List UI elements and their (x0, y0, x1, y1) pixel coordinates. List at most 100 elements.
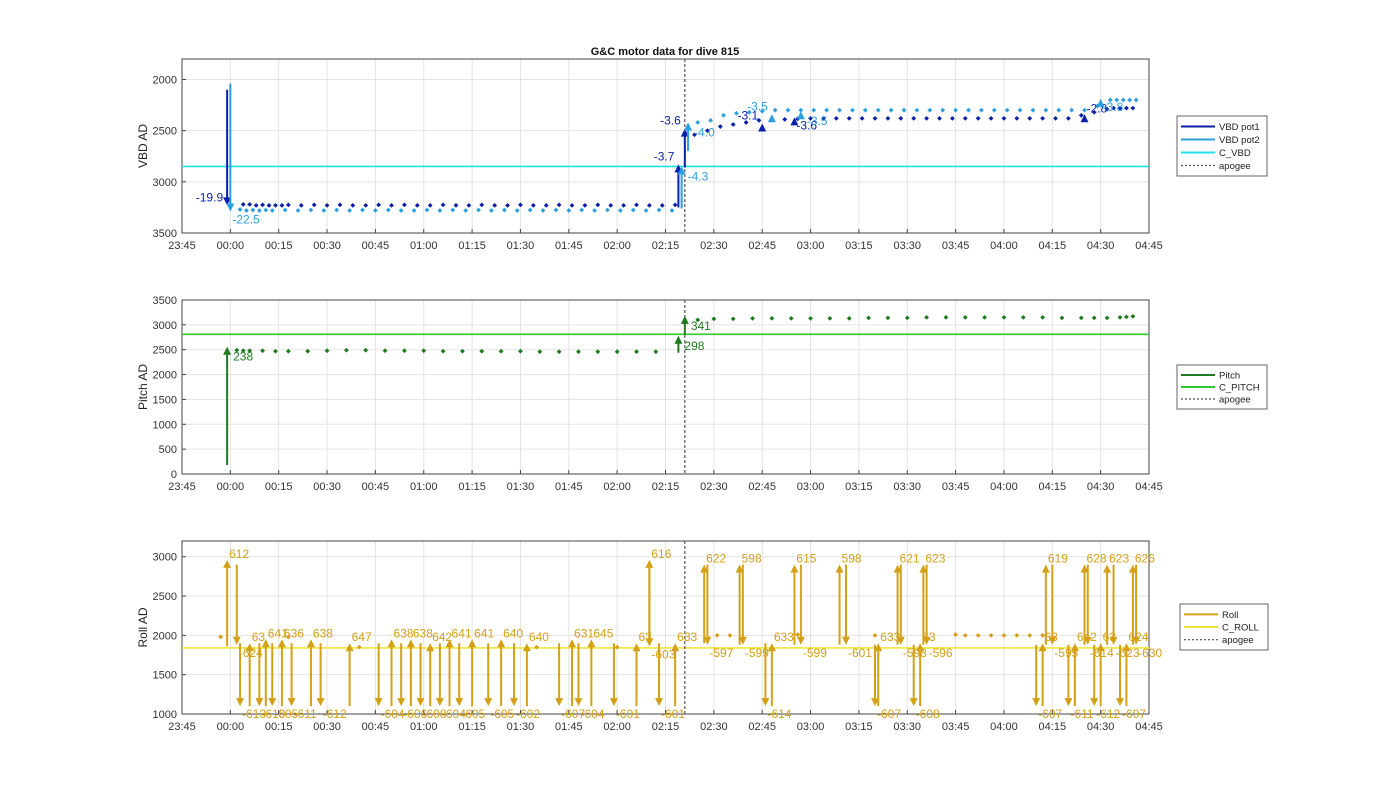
data-point (363, 347, 369, 353)
arrow-label: 641 (268, 626, 288, 640)
x-tick-label: 03:00 (797, 721, 825, 733)
arrow-head (674, 335, 683, 344)
y-tick-label: 0 (171, 469, 177, 481)
data-point (672, 202, 678, 208)
panel-3: 23:45 00:00 00:15 00:30 00:45 01:00 01:15 01:30… (136, 540, 1269, 733)
data-point (460, 348, 465, 354)
data-point (937, 115, 942, 121)
data-point (218, 634, 224, 640)
data-point (285, 634, 291, 640)
arrow-label: -623 (1116, 646, 1140, 660)
axes-box (181, 540, 1150, 715)
data-point (244, 208, 249, 213)
x-tick-label: 00:15 (265, 481, 293, 493)
arrow-label: -4.0 (694, 125, 715, 139)
arrow-label: 626 (1135, 552, 1155, 566)
arrow-head (835, 564, 844, 573)
data-point (450, 207, 456, 213)
x-tick-label: 04:15 (1039, 240, 1067, 252)
arrow-head (1048, 636, 1057, 645)
data-point (962, 632, 968, 638)
data-point (421, 348, 427, 354)
arrow-head (893, 564, 902, 573)
x-tick-label: 02:00 (603, 240, 631, 252)
data-point (656, 207, 662, 213)
data-point (382, 348, 388, 354)
data-point (1001, 632, 1007, 638)
data-point (240, 348, 246, 354)
x-tick-label: 23:45 (168, 721, 196, 733)
data-point (453, 202, 459, 208)
x-tick-label: 01:30 (507, 240, 535, 252)
data-point (427, 202, 433, 208)
x-tick-label: 01:45 (555, 721, 583, 733)
arrow-head (223, 346, 232, 355)
arrow-label: -22.5 (232, 213, 260, 227)
arrow-label: 623 (925, 552, 945, 566)
arrow-head (1080, 564, 1089, 573)
data-point (605, 207, 610, 213)
data-point (746, 109, 752, 115)
data-point (940, 107, 946, 113)
x-tick-label: 02:15 (652, 721, 680, 733)
data-point (279, 202, 285, 208)
data-point (402, 202, 407, 208)
x-tick-label: 02:30 (700, 481, 728, 493)
arrow-head (919, 564, 928, 573)
data-point (263, 207, 269, 213)
x-tick-label: 01:45 (555, 240, 583, 252)
x-tick-label: 03:30 (893, 240, 921, 252)
arrow-head (645, 638, 654, 647)
data-point (311, 202, 317, 208)
data-point (872, 115, 878, 121)
arrow-label: 616 (651, 547, 671, 561)
arrow-label: -630 (1138, 646, 1162, 660)
arrow-head (223, 559, 232, 568)
data-point (1059, 315, 1065, 321)
data-point (692, 132, 697, 138)
arrow-label: 238 (233, 350, 253, 364)
data-point (1020, 315, 1026, 320)
data-point (953, 107, 958, 113)
data-point (714, 632, 720, 638)
data-point (534, 644, 539, 650)
data-point (269, 208, 275, 213)
arrow-label: -611 (1070, 707, 1093, 721)
y-tick-label: 3500 (153, 295, 177, 307)
data-point (1001, 315, 1007, 320)
data-point (1114, 97, 1120, 103)
x-tick-label: 03:15 (845, 721, 873, 733)
data-point (888, 107, 894, 113)
data-point (1056, 107, 1062, 113)
data-point (734, 110, 739, 116)
arrow-head (316, 698, 325, 707)
arrow-head (1128, 564, 1137, 573)
data-point (556, 349, 562, 355)
x-tick-label: 02:45 (748, 240, 776, 252)
data-point (962, 115, 968, 121)
data-point (669, 208, 675, 213)
arrow-head (587, 639, 596, 648)
x-tick-label: 01:00 (410, 240, 438, 252)
arrow-head (1090, 698, 1099, 707)
arrow-head (609, 698, 618, 707)
data-point (237, 207, 243, 212)
arrow-label: -599 (803, 646, 827, 660)
x-tick-label: 00:45 (362, 240, 390, 252)
data-point (614, 349, 620, 355)
data-point (885, 115, 891, 121)
x-tick-label: 00:15 (265, 721, 293, 733)
data-point (695, 120, 701, 125)
arrow-head (796, 111, 805, 120)
data-point (1040, 115, 1046, 121)
data-point (1104, 106, 1110, 112)
data-point (788, 315, 794, 321)
y-tick-label: 3500 (153, 228, 177, 240)
data-point (537, 349, 543, 355)
arrow-label: 638 (394, 626, 414, 640)
arrow-head (497, 639, 506, 648)
data-point (356, 644, 362, 650)
x-tick-label: 04:30 (1087, 721, 1115, 733)
arrow-head (790, 564, 799, 573)
data-point (373, 208, 378, 213)
